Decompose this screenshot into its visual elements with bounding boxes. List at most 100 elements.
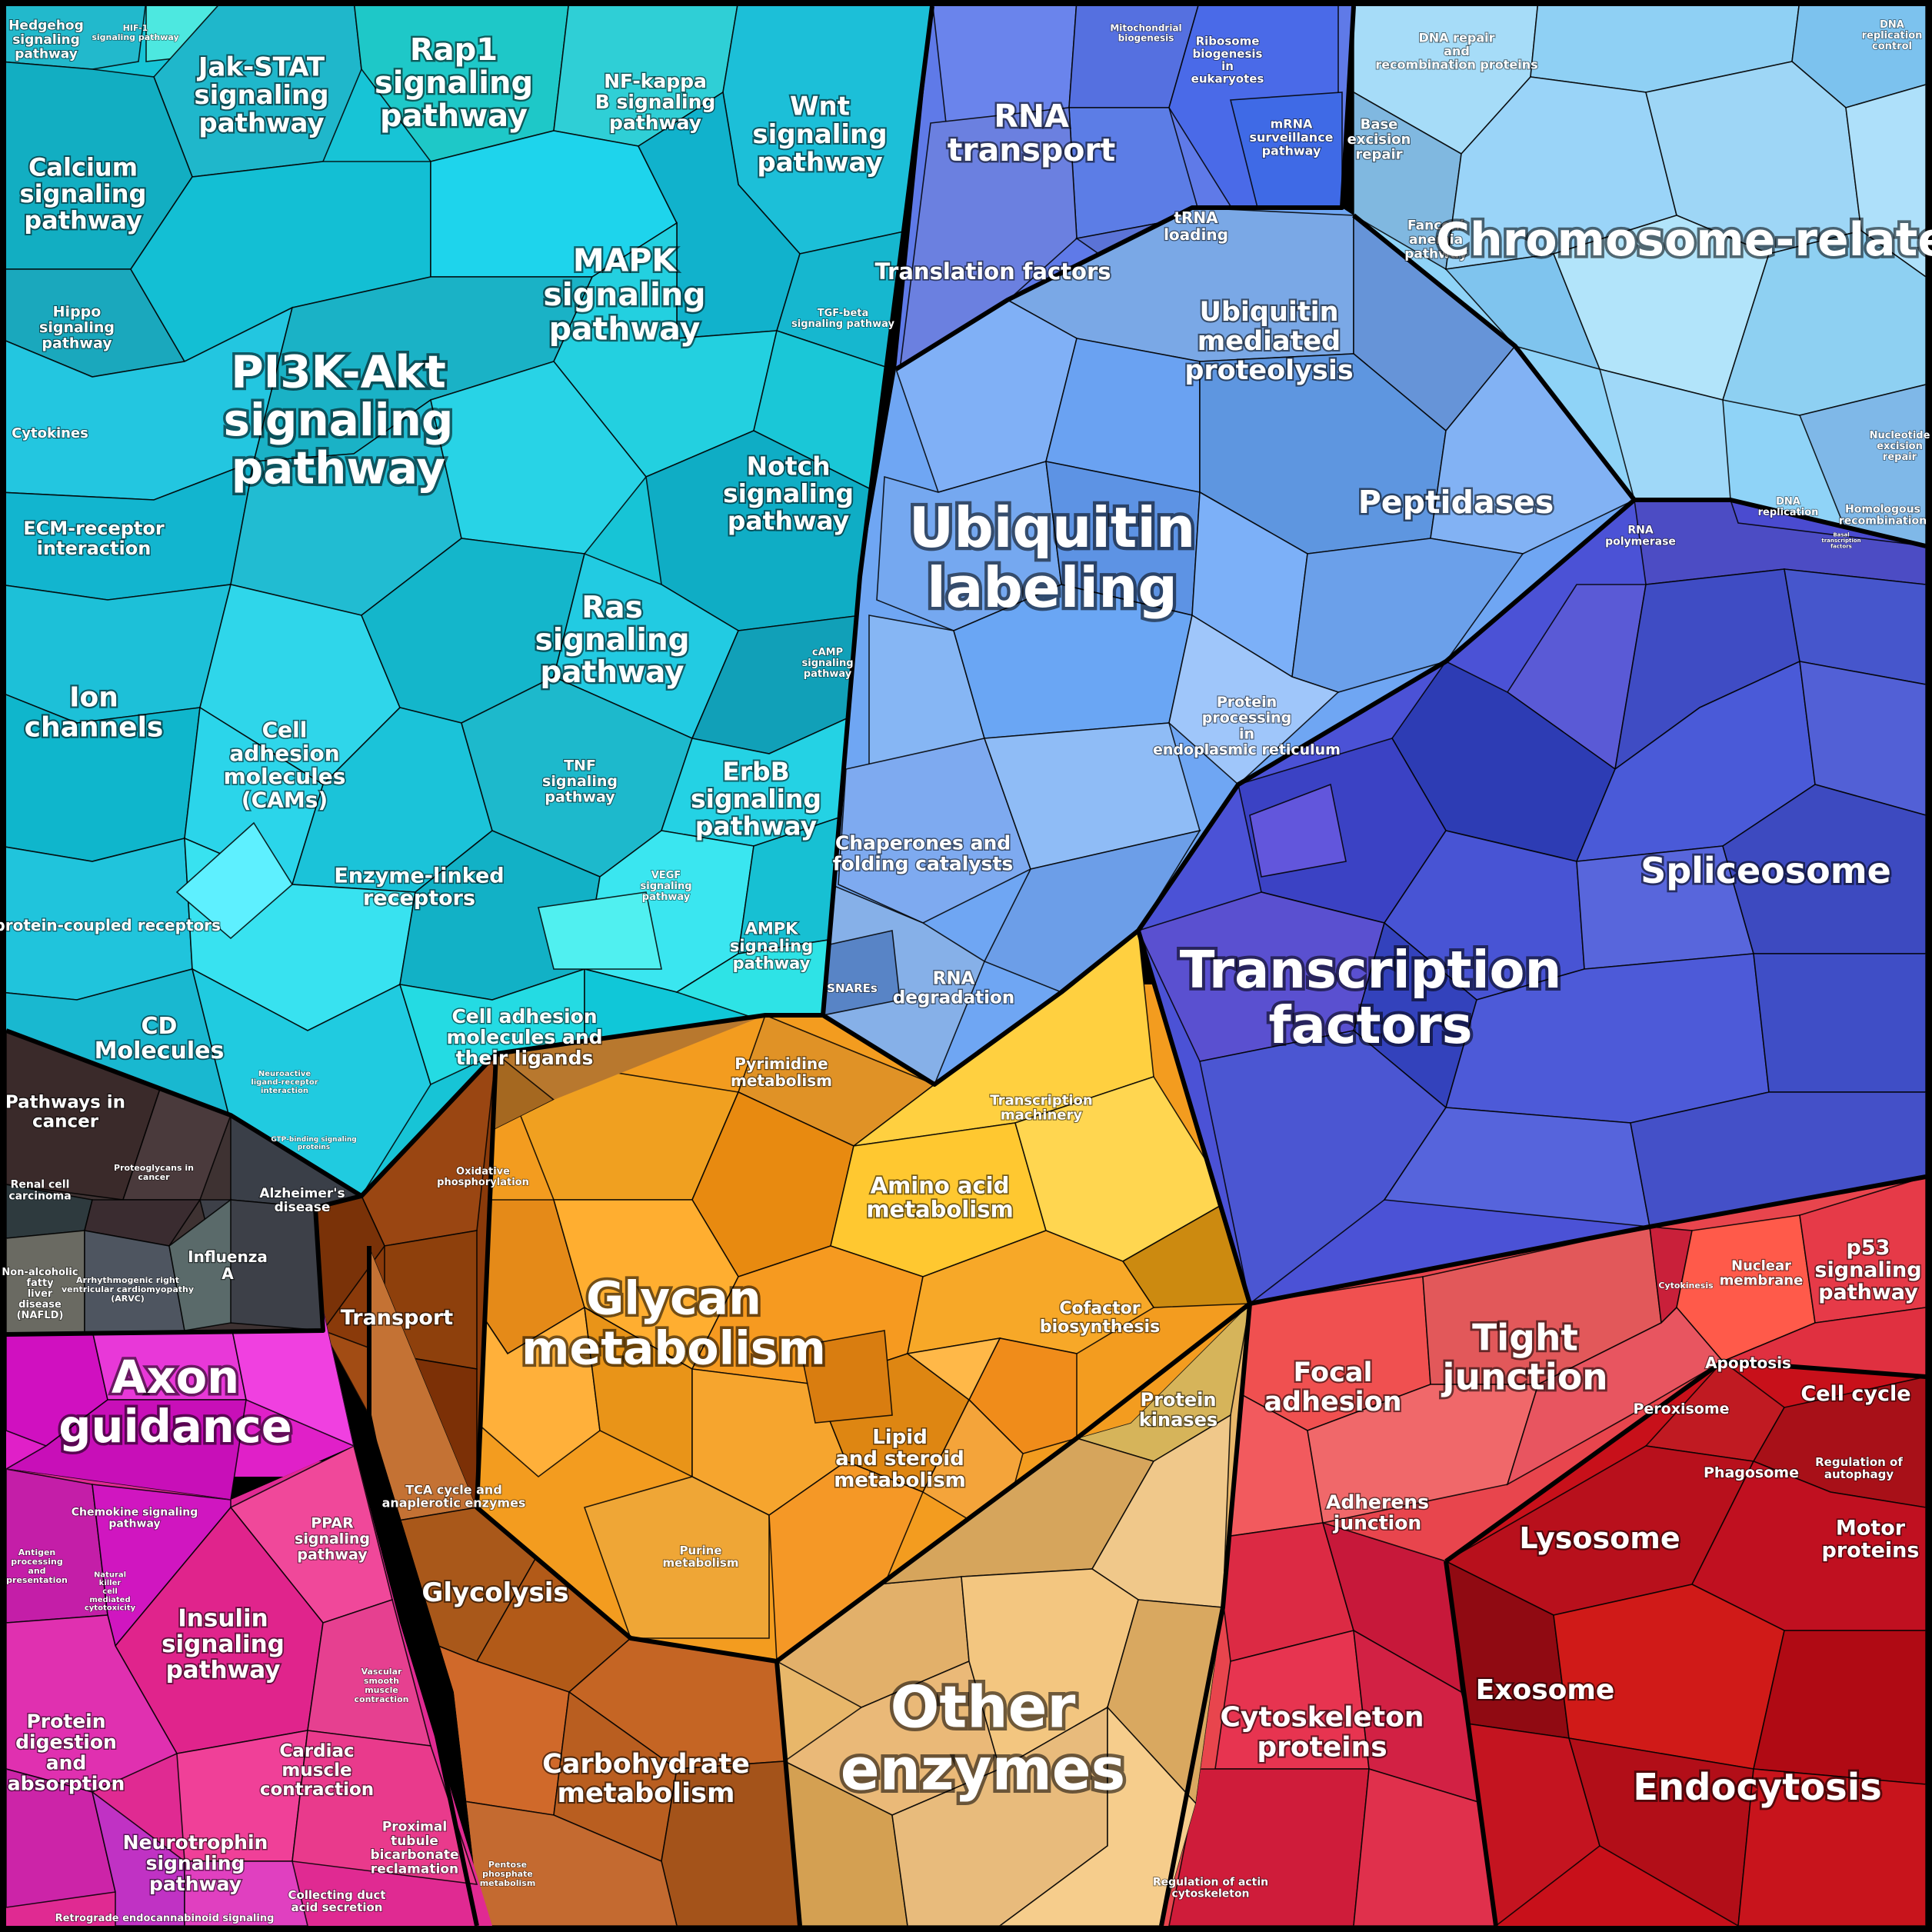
label-cofactor: Cofactor biosynthesis (1040, 1299, 1160, 1337)
label-cytokines: Cytokines (12, 425, 88, 441)
label-peroxisome: Peroxisome (1633, 1401, 1729, 1417)
label-homologous: Homologous recombination (1839, 503, 1927, 527)
label-ubiq-label: Ubiquitin labeling (909, 495, 1196, 620)
label-chemokine: Chemokine signaling pathway (72, 1506, 198, 1530)
label-rap1: Rap1 signaling pathway (375, 32, 533, 134)
label-pyrimidine: Pyrimidine metabolism (731, 1054, 832, 1090)
label-autophagy: Regulation of autophagy (1815, 1455, 1903, 1481)
label-adherens: Adherens junction (1326, 1491, 1429, 1534)
label-alzheimer: Alzheimer's disease (259, 1186, 345, 1215)
region-insulin (6, 1446, 492, 1926)
label-p53: p53 signaling pathway (1814, 1235, 1921, 1304)
label-influenza: Influenza A (188, 1247, 268, 1283)
label-ppar: PPAR signaling pathway (295, 1514, 370, 1563)
label-tca: TCA cycle and anaplerotic enzymes (382, 1482, 526, 1510)
region-signaling (6, 6, 932, 1196)
label-hedgehog: Hedgehog signaling pathway (8, 18, 84, 62)
label-endocytosis: Endocytosis (1633, 1766, 1882, 1809)
label-collecting: Collecting duct acid secretion (288, 1888, 385, 1914)
label-camp: cAMP signaling pathway (802, 646, 854, 679)
label-gpcr: G protein-coupled receptors (0, 916, 221, 934)
label-cam-ligands: Cell adhesion molecules and their ligands (446, 1005, 602, 1069)
label-enzyme-linked: Enzyme-linked receptors (334, 864, 504, 910)
label-lysosome: Lysosome (1519, 1521, 1680, 1555)
label-tight: Tight junction (1441, 1317, 1607, 1398)
label-proximal: Proximal tubule bicarbonate reclamation (370, 1819, 458, 1877)
label-peptidases: Peptidases (1358, 484, 1554, 521)
label-ribosome-bio: Ribosome biogenesis in eukaryotes (1191, 35, 1264, 86)
label-antigen: Antigen processing and presentation (6, 1547, 68, 1585)
label-rna-transport: RNA transport (948, 98, 1115, 168)
label-protein-dig: Protein digestion and absorption (8, 1710, 125, 1794)
label-nafld: Non-alcoholic fatty liver disease (NAFLD) (2, 1266, 78, 1321)
label-chromosome: Chromosome-related (1436, 213, 1932, 267)
label-ion: Ion channels (25, 681, 164, 743)
label-hippo: Hippo signaling pathway (39, 303, 115, 351)
label-mrna-surv: mRNA surveillance pathway (1249, 116, 1333, 158)
label-notch: Notch signaling pathway (723, 451, 854, 535)
label-fanconi: Fanconi anemia pathway (1404, 218, 1467, 262)
label-glycan: Glycan metabolism (521, 1272, 826, 1376)
label-layer: Hedgehog signaling pathway HIF-1 signaling p… (0, 18, 1932, 1925)
label-calcium: Calcium signaling pathway (20, 152, 147, 235)
label-amino: Amino acid metabolism (866, 1172, 1013, 1222)
label-spliceosome: Spliceosome (1641, 850, 1891, 891)
label-protein-er: Protein processing in endoplasmic reticulum (1153, 694, 1341, 758)
label-ecm: ECM-receptor interaction (23, 518, 165, 559)
label-apoptosis: Apoptosis (1705, 1354, 1791, 1372)
label-phagosome: Phagosome (1704, 1464, 1799, 1481)
label-ampk: AMPK signaling pathway (730, 919, 813, 972)
label-erbb: ErbB signaling pathway (691, 756, 821, 841)
region-ubiquitin (823, 208, 1634, 1084)
label-cell-cycle: Cell cycle (1800, 1382, 1910, 1406)
label-dna-rep-ctrl: DNA replication control (1862, 18, 1923, 52)
label-retrograde: Retrograde endocannabinoid signaling (55, 1913, 275, 1924)
label-base-exc: Base excision repair (1347, 116, 1411, 162)
label-rna-pol: RNA polymerase (1605, 524, 1676, 548)
label-cams: Cell adhesion molecules (CAMs) (224, 717, 346, 812)
label-carbohydrate: Carbohydrate metabolism (542, 1749, 750, 1809)
label-nucleotide-exc: Nucleotide excision repair (1870, 429, 1930, 462)
label-tf: Transcription factors (1180, 940, 1562, 1055)
label-focal: Focal adhesion (1264, 1357, 1401, 1417)
label-wnt: Wnt signaling pathway (752, 91, 887, 178)
label-cd: CD Molecules (95, 1012, 225, 1064)
region-endocytosis (1446, 1361, 1926, 1926)
label-vsmc: Vascular smooth muscle contraction (355, 1667, 409, 1704)
label-ubiq-prot: Ubiquitin mediated proteolysis (1184, 297, 1353, 386)
label-transl: Translation factors (874, 258, 1111, 285)
label-proteoglycans: Proteoglycans in cancer (114, 1163, 194, 1182)
label-renal: Renal cell carcinoma (8, 1178, 71, 1202)
label-cytoskeleton: Cytoskeleton proteins (1221, 1701, 1424, 1763)
label-oxphos: Oxidative phosphorylation (437, 1165, 529, 1188)
label-exosome: Exosome (1476, 1674, 1615, 1706)
label-tnf: TNF signaling pathway (542, 757, 618, 805)
label-dna-rep: DNA replication (1758, 495, 1819, 518)
label-basal-tf: Basal transcription factors (1821, 531, 1860, 549)
label-cytokinesis: Cytokinesis (1658, 1281, 1714, 1291)
major-borders (5, 5, 1927, 1927)
label-nuclear-mem: Nuclear membrane (1720, 1257, 1804, 1288)
label-chaperones: Chaperones and folding catalysts (833, 831, 1014, 874)
label-nfkb: NF-kappa B signaling pathway (595, 70, 716, 134)
label-hif1: HIF-1 signaling pathway (92, 23, 178, 42)
label-mito-bio: Mitochondrial biogenesis (1110, 23, 1181, 44)
label-insulin: Insulin signaling pathway (162, 1605, 285, 1684)
label-mapk: MAPK signaling pathway (543, 242, 705, 348)
label-other-enzymes: Other enzymes (841, 1674, 1125, 1804)
label-ras: Ras signaling pathway (535, 590, 690, 689)
label-actin-reg: Regulation of actin cytoskeleton (1153, 1876, 1268, 1900)
label-snares: SNAREs (827, 981, 878, 995)
label-trna: tRNA loading (1164, 208, 1228, 244)
label-rna-deg: RNA degradation (893, 969, 1014, 1008)
label-tgfb: TGF-beta signaling pathway (791, 307, 894, 329)
label-purine: Purine metabolism (663, 1544, 739, 1570)
label-protein-kinases: Protein kinases (1139, 1389, 1217, 1431)
label-jak-stat: Jak-STAT signaling pathway (194, 52, 328, 138)
label-axon: Axon guidance (58, 1351, 292, 1453)
label-pi3k: PI3K-Akt signaling pathway (224, 345, 454, 494)
label-transport: Transport (341, 1306, 453, 1330)
label-gtp: GTP-binding signaling proteins (271, 1136, 356, 1151)
